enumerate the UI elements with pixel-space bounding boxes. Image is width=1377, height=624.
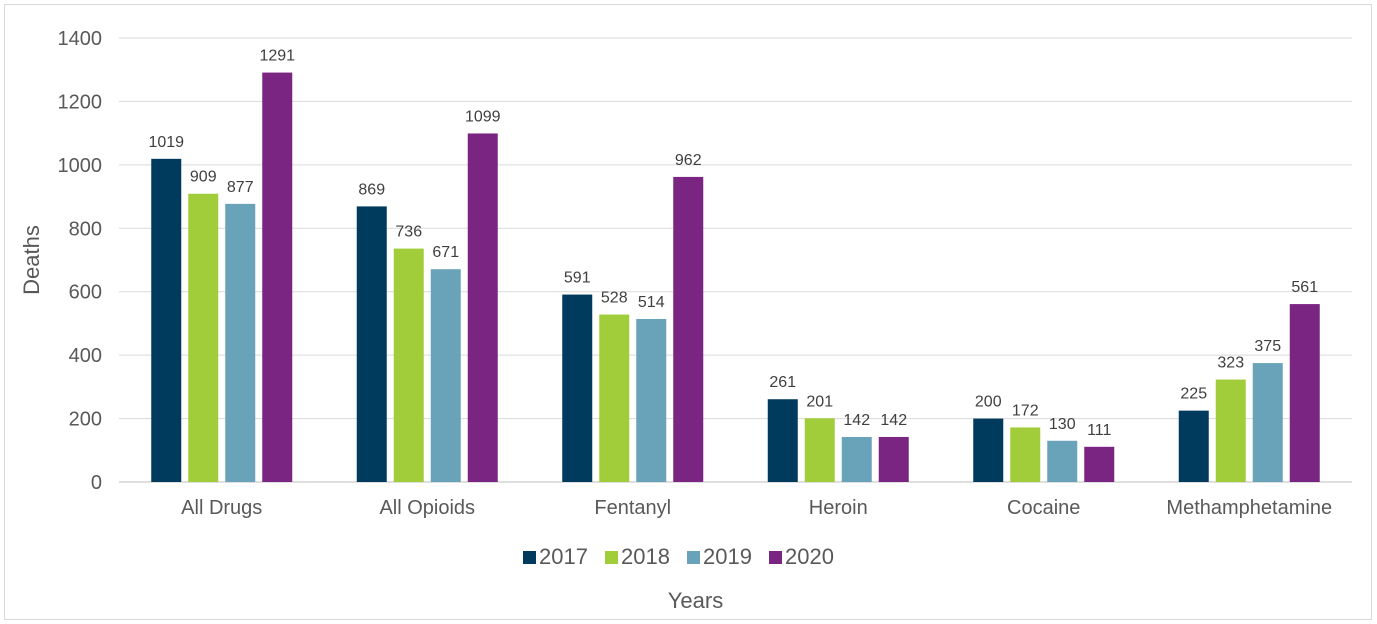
bar-2018 bbox=[804, 418, 835, 482]
data-labels: 1019 909 877 1291 869 736 671 1099 591 528 514 962 2… bbox=[148, 48, 1318, 439]
bar-2020 bbox=[1289, 304, 1320, 482]
legend: 2017 2018 2019 2020 bbox=[523, 544, 834, 569]
bar-2019 bbox=[430, 269, 461, 482]
y-axis-ticks: 0 200 400 600 800 1000 1200 1400 bbox=[58, 28, 103, 494]
bar-2020 bbox=[262, 72, 293, 482]
legend-swatch-2020 bbox=[769, 551, 782, 564]
data-label: 142 bbox=[843, 412, 870, 429]
data-label: 736 bbox=[395, 224, 422, 241]
bar-2018 bbox=[393, 248, 424, 482]
bar-2018 bbox=[1215, 379, 1246, 482]
data-label: 130 bbox=[1049, 416, 1076, 433]
data-label: 909 bbox=[190, 169, 217, 186]
bar-2017 bbox=[562, 294, 593, 482]
data-label: 225 bbox=[1180, 386, 1207, 403]
y-tick-label: 400 bbox=[69, 345, 102, 367]
bar-2017 bbox=[151, 158, 182, 482]
x-category-label: Methamphetamine bbox=[1166, 497, 1332, 519]
data-label: 528 bbox=[601, 290, 628, 307]
bar-2019 bbox=[225, 203, 256, 482]
x-axis-title: Years bbox=[668, 588, 723, 613]
bar-2017 bbox=[973, 418, 1004, 482]
data-label: 591 bbox=[564, 270, 591, 287]
data-label: 561 bbox=[1291, 279, 1318, 296]
data-label: 261 bbox=[769, 374, 796, 391]
y-tick-label: 0 bbox=[91, 472, 102, 494]
data-label: 869 bbox=[358, 181, 385, 198]
data-label: 671 bbox=[432, 244, 459, 261]
data-label: 111 bbox=[1087, 422, 1111, 439]
bar-2020 bbox=[878, 436, 909, 482]
bar-2018 bbox=[188, 193, 219, 482]
x-category-label: Fentanyl bbox=[594, 497, 671, 519]
data-label: 200 bbox=[975, 394, 1002, 411]
bar-2019 bbox=[841, 436, 872, 482]
gridlines bbox=[119, 37, 1352, 483]
x-category-label: Cocaine bbox=[1007, 497, 1080, 519]
data-label: 201 bbox=[806, 393, 833, 410]
bar-2020 bbox=[673, 176, 704, 482]
x-category-label: Heroin bbox=[809, 497, 868, 519]
x-category-label: All Drugs bbox=[181, 497, 262, 519]
chart-frame: 0 200 400 600 800 1000 1200 1400 1019 909 877 1291… bbox=[4, 4, 1372, 620]
bar-2020 bbox=[1084, 446, 1115, 482]
legend-label: 2018 bbox=[621, 544, 670, 569]
bar-2019 bbox=[636, 318, 667, 482]
data-label: 1019 bbox=[148, 134, 184, 151]
legend-label: 2020 bbox=[785, 544, 834, 569]
y-tick-label: 1400 bbox=[58, 28, 103, 50]
bar-2019 bbox=[1252, 363, 1283, 482]
y-tick-label: 800 bbox=[69, 218, 102, 240]
y-tick-label: 200 bbox=[69, 409, 102, 431]
legend-label: 2017 bbox=[539, 544, 588, 569]
bar-2017 bbox=[1178, 410, 1209, 482]
bar-2018 bbox=[1010, 427, 1041, 482]
bars bbox=[151, 72, 1320, 482]
bar-chart: 0 200 400 600 800 1000 1200 1400 1019 909 877 1291… bbox=[19, 28, 1352, 613]
legend-swatch-2017 bbox=[523, 551, 536, 564]
data-label: 172 bbox=[1012, 402, 1039, 419]
y-tick-label: 600 bbox=[69, 282, 102, 304]
bar-2017 bbox=[356, 206, 387, 482]
legend-swatch-2018 bbox=[605, 551, 618, 564]
legend-label: 2019 bbox=[703, 544, 752, 569]
bar-2020 bbox=[467, 133, 498, 482]
data-label: 1099 bbox=[465, 108, 501, 125]
data-label: 375 bbox=[1254, 338, 1281, 355]
x-category-label: All Opioids bbox=[379, 497, 475, 519]
legend-swatch-2019 bbox=[687, 551, 700, 564]
y-axis-title: Deaths bbox=[19, 225, 44, 295]
y-tick-label: 1000 bbox=[58, 155, 103, 177]
x-axis-categories: All Drugs All Opioids Fentanyl Heroin Cocain… bbox=[181, 497, 1332, 519]
data-label: 514 bbox=[638, 294, 665, 311]
y-tick-label: 1200 bbox=[58, 91, 103, 113]
data-label: 1291 bbox=[259, 48, 295, 65]
data-label: 142 bbox=[880, 412, 907, 429]
bar-2018 bbox=[599, 314, 630, 482]
bar-2017 bbox=[767, 399, 798, 482]
data-label: 877 bbox=[227, 179, 254, 196]
data-label: 323 bbox=[1217, 355, 1244, 372]
data-label: 962 bbox=[675, 152, 702, 169]
bar-2019 bbox=[1047, 440, 1078, 482]
